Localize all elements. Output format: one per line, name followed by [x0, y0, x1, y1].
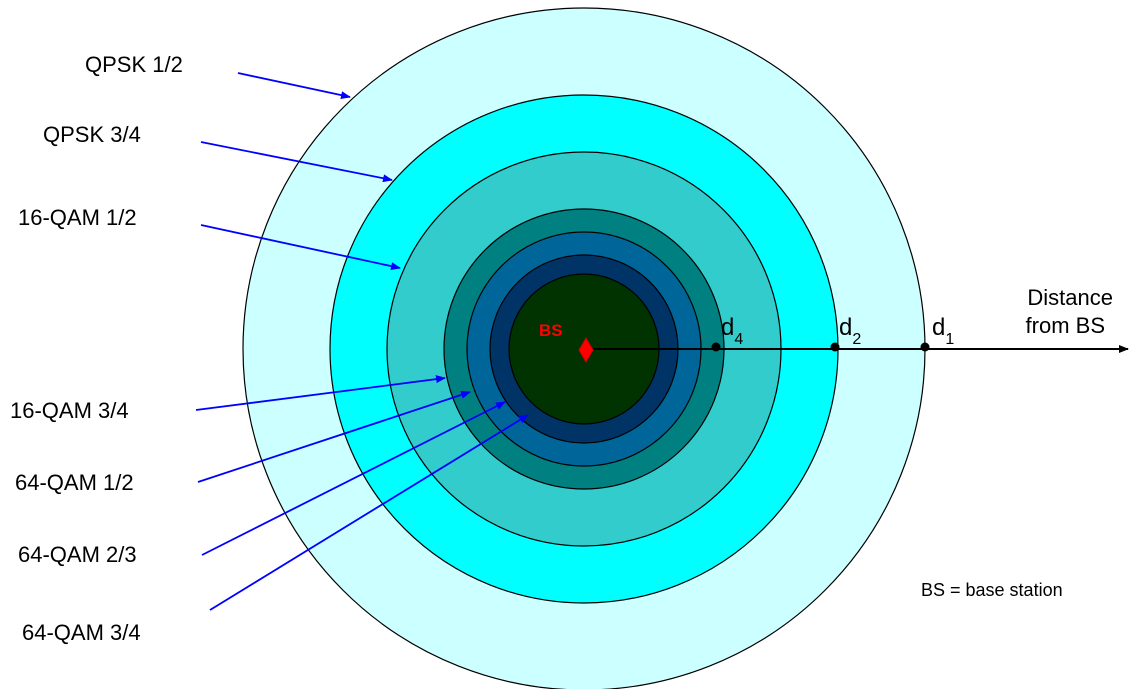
base-station-label: BS [539, 321, 563, 340]
ring-label-64qam-1-2: 64-QAM 1/2 [15, 470, 134, 495]
pointer-arrow-qpsk-3-4 [200, 141, 393, 183]
coverage-rings [242, 7, 926, 689]
pointer-arrows [195, 72, 529, 611]
pointer-arrow-64qam-1-2 [197, 391, 471, 483]
legend-note: BS = base station [921, 580, 1063, 600]
ring-label-16qam-3-4: 16-QAM 3/4 [10, 398, 129, 423]
base-station-diamond-icon [578, 337, 594, 363]
ring-labels: QPSK 1/2 QPSK 3/4 16-QAM 1/2 16-QAM 3/4 … [10, 52, 183, 645]
pointer-arrow-16qam-3-4 [195, 375, 446, 411]
pointer-arrow-16qam-1-2 [200, 224, 401, 271]
distance-axis-title-line1: Distance [1027, 285, 1113, 310]
marker-label-d2: d2 [839, 314, 861, 348]
ring-label-64qam-2-3: 64-QAM 2/3 [18, 542, 137, 567]
pointer-arrow-qpsk-1-2 [237, 72, 351, 100]
distance-axis-title-line2: from BS [1026, 313, 1105, 338]
marker-dot-d4 [711, 342, 721, 352]
marker-dot-d2 [830, 342, 840, 352]
marker-dot-d1 [920, 342, 930, 352]
pointer-arrow-64qam-3-4 [209, 414, 529, 611]
pointer-arrow-64qam-2-3 [201, 401, 506, 556]
ring-label-qpsk-3-4: QPSK 3/4 [43, 122, 141, 147]
ring-label-qpsk-1-2: QPSK 1/2 [85, 52, 183, 77]
marker-label-d4: d4 [721, 314, 743, 348]
marker-label-d1: d1 [932, 314, 954, 348]
ring-label-16qam-1-2: 16-QAM 1/2 [18, 205, 137, 230]
ring-label-64qam-3-4: 64-QAM 3/4 [22, 620, 141, 645]
distance-axis: d4 d2 d1 Distance from BS [586, 285, 1129, 353]
base-station: BS [539, 321, 594, 363]
